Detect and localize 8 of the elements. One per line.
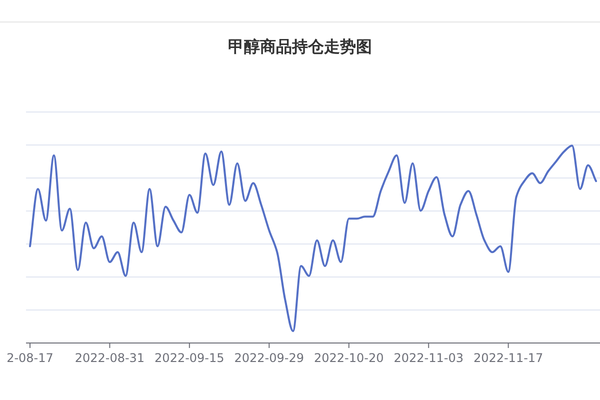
x-tick-label: 2022-09-29 — [234, 351, 304, 365]
x-tick-label: 2022-11-17 — [473, 351, 544, 365]
x-tick-label: 2022-08-31 — [74, 351, 145, 365]
x-tick-label: 2022-10-20 — [314, 351, 384, 365]
x-tick-label: 2022-09-15 — [154, 351, 224, 365]
x-tick-label: 2022-11-03 — [394, 351, 464, 365]
chart-title: 甲醇商品持仓走势图 — [228, 37, 372, 56]
x-tick-label: 2-08-17 — [6, 351, 54, 365]
